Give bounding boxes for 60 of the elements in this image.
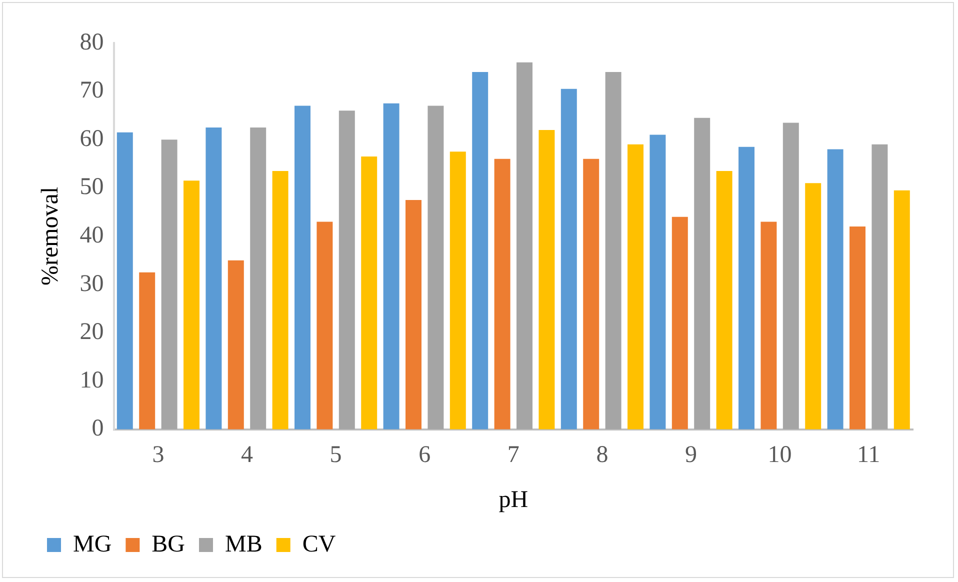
bar bbox=[116, 132, 133, 430]
bar bbox=[472, 72, 488, 430]
x-tick-label: 5 bbox=[330, 442, 342, 468]
y-tick-label: 0 bbox=[92, 416, 104, 442]
y-tick-label: 50 bbox=[80, 174, 104, 200]
bar bbox=[760, 222, 777, 430]
bar bbox=[827, 149, 844, 430]
y-tick-label: 80 bbox=[80, 29, 104, 56]
bar bbox=[850, 226, 866, 430]
bar bbox=[206, 128, 222, 430]
y-axis-title: %removal bbox=[38, 186, 64, 286]
y-tick-label: 70 bbox=[80, 78, 104, 104]
x-axis-title: pH bbox=[498, 486, 528, 513]
x-tick-label: 6 bbox=[418, 442, 431, 468]
x-tick-label: 7 bbox=[507, 442, 520, 468]
y-tick-label: 20 bbox=[80, 319, 104, 346]
bar bbox=[650, 134, 666, 430]
bar bbox=[184, 180, 200, 430]
bar bbox=[361, 156, 378, 430]
bar bbox=[782, 122, 799, 430]
bar bbox=[628, 144, 644, 430]
y-tick-label: 30 bbox=[80, 270, 104, 297]
legend-label: MG bbox=[73, 531, 112, 558]
bar bbox=[494, 158, 510, 430]
bar bbox=[383, 103, 400, 430]
bar bbox=[316, 222, 333, 430]
y-tick-label: 60 bbox=[80, 126, 104, 152]
bar bbox=[560, 88, 577, 430]
bar bbox=[605, 72, 622, 430]
bar bbox=[338, 110, 355, 430]
bar bbox=[450, 152, 466, 430]
x-tick-label: 4 bbox=[241, 442, 253, 468]
bar bbox=[272, 170, 288, 430]
bar bbox=[583, 158, 600, 430]
x-tick-label: 11 bbox=[857, 442, 880, 468]
bar bbox=[406, 200, 422, 430]
y-tick-label: 40 bbox=[80, 222, 104, 248]
bar bbox=[894, 190, 910, 430]
bar bbox=[250, 128, 266, 430]
x-tick-label: 9 bbox=[685, 442, 697, 468]
legend-label: MB bbox=[225, 531, 262, 558]
bar bbox=[872, 144, 888, 430]
bar bbox=[428, 106, 444, 430]
bar bbox=[738, 146, 754, 430]
legend-label: BG bbox=[152, 531, 186, 558]
bar bbox=[805, 183, 822, 430]
bar bbox=[228, 260, 244, 430]
x-tick-label: 10 bbox=[768, 442, 792, 468]
bar bbox=[161, 140, 178, 430]
bar bbox=[716, 170, 732, 430]
bar bbox=[294, 106, 310, 430]
bar bbox=[694, 118, 710, 430]
x-tick-label: 8 bbox=[596, 442, 608, 468]
bar bbox=[516, 62, 532, 430]
bar bbox=[139, 272, 156, 430]
x-tick-label: 3 bbox=[152, 442, 164, 468]
y-tick-label: 10 bbox=[80, 367, 104, 394]
bar bbox=[538, 130, 555, 430]
legend-label: CV bbox=[302, 531, 336, 558]
bar bbox=[672, 216, 688, 430]
